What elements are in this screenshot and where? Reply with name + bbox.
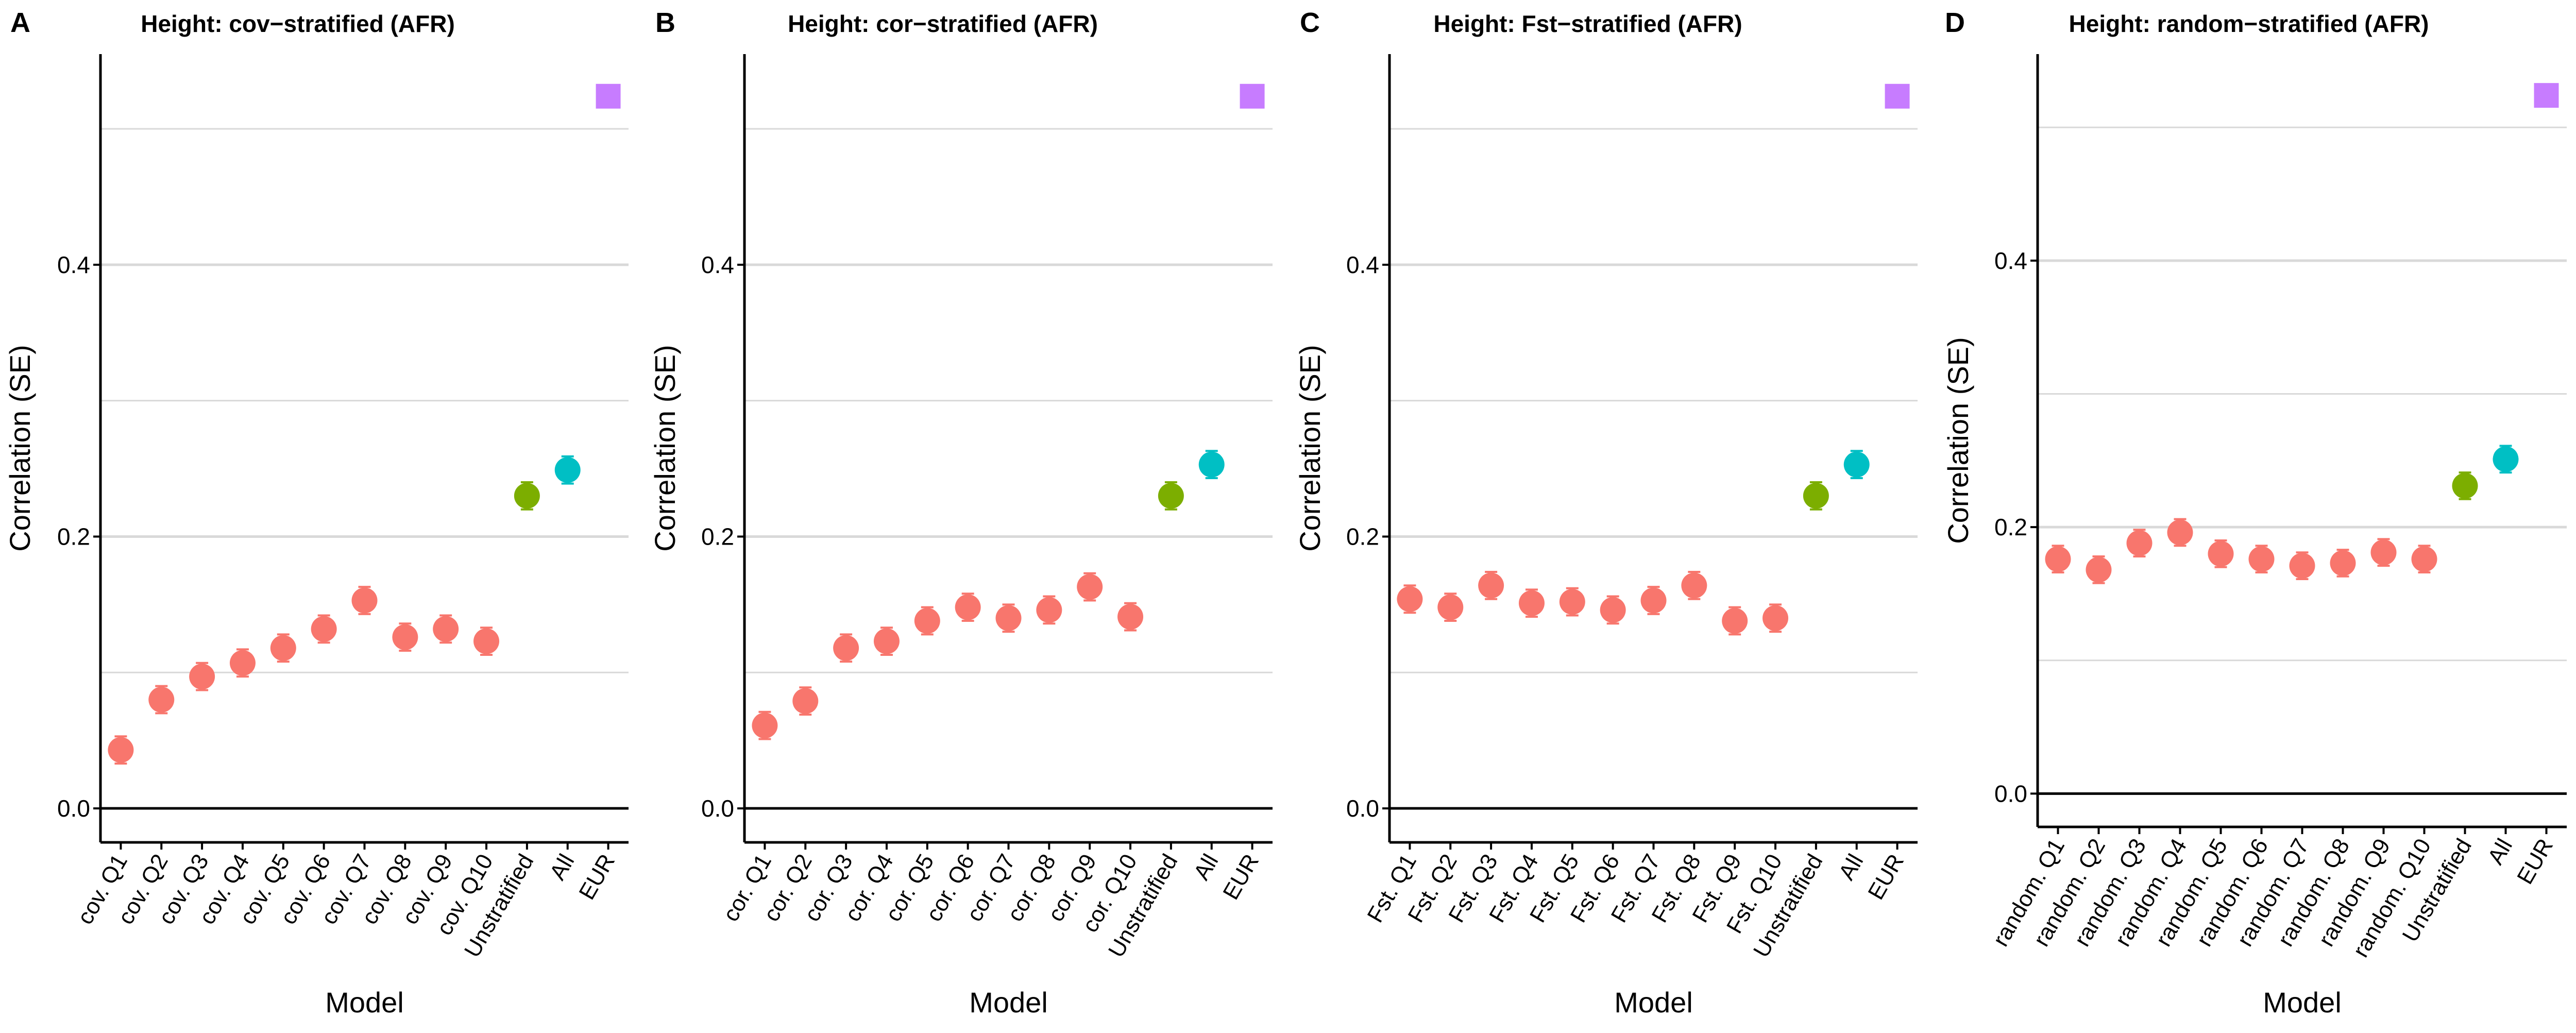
x-axis-label: Model (1614, 986, 1693, 1019)
data-point-quantile (2330, 550, 2356, 576)
data-point-all (554, 457, 581, 483)
data-point-quantile (955, 594, 981, 620)
x-tick-label: EUR (2512, 835, 2558, 889)
data-point-quantile (914, 608, 940, 634)
x-tick-label: EUR (1863, 850, 1909, 904)
x-axis-label: Model (969, 986, 1048, 1019)
data-point-quantile (1117, 604, 1144, 630)
x-tick-label: EUR (574, 850, 620, 904)
y-tick-label: 0.0 (57, 795, 90, 822)
panel-letter: C (1300, 7, 1320, 38)
data-point-unstratified (2452, 472, 2478, 499)
data-point-quantile (873, 628, 900, 654)
panel-title: Height: random−stratified (AFR) (2069, 10, 2429, 37)
y-tick-label: 0.4 (701, 251, 734, 278)
data-point-quantile (1518, 590, 1545, 616)
data-point-quantile (1437, 594, 1464, 620)
data-point-quantile (1077, 574, 1103, 600)
panel-title: Height: Fst−stratified (AFR) (1433, 10, 1742, 37)
data-point-quantile (2045, 546, 2071, 572)
data-point-eur (596, 83, 621, 109)
data-point-unstratified (1803, 483, 1829, 509)
x-axis-label: Model (325, 986, 404, 1019)
panel-letter: B (655, 7, 675, 38)
data-point-all (2493, 446, 2519, 472)
panel-letter: D (1945, 7, 1965, 38)
data-point-quantile (351, 587, 378, 614)
data-point-unstratified (514, 483, 540, 509)
data-point-eur (1885, 83, 1910, 109)
y-tick-label: 0.0 (701, 795, 734, 822)
data-point-quantile (392, 624, 418, 650)
data-point-quantile (995, 605, 1022, 631)
data-point-quantile (1640, 587, 1667, 614)
data-point-quantile (1762, 605, 1789, 631)
y-tick-label: 0.2 (1994, 514, 2027, 540)
x-tick-label: All (1834, 850, 1869, 885)
data-point-eur (1240, 83, 1265, 109)
y-tick-label: 0.2 (57, 523, 90, 550)
x-tick-label: All (1189, 850, 1224, 885)
data-point-quantile (2086, 556, 2112, 583)
y-axis-label: Correlation (SE) (1942, 337, 1974, 544)
y-tick-label: 0.4 (57, 251, 90, 278)
data-point-quantile (2411, 546, 2437, 572)
data-point-quantile (1559, 589, 1585, 615)
data-point-quantile (311, 616, 337, 642)
y-tick-label: 0.0 (1994, 780, 2027, 807)
x-tick-label: All (2483, 835, 2517, 869)
y-tick-label: 0.4 (1994, 247, 2027, 274)
data-point-unstratified (1158, 483, 1184, 509)
data-point-quantile (792, 688, 819, 714)
data-point-quantile (270, 635, 296, 661)
data-point-all (1843, 451, 1870, 478)
data-point-quantile (433, 616, 459, 642)
data-point-quantile (2126, 530, 2153, 556)
data-point-quantile (2289, 553, 2315, 579)
x-tick-label: EUR (1218, 850, 1264, 904)
data-point-quantile (2248, 546, 2275, 572)
data-point-quantile (1478, 572, 1504, 599)
y-axis-label: Correlation (SE) (649, 345, 681, 551)
data-point-quantile (108, 737, 134, 763)
y-axis-label: Correlation (SE) (1294, 345, 1326, 551)
data-point-quantile (1397, 586, 1423, 612)
data-point-quantile (752, 713, 778, 739)
data-point-quantile (1722, 608, 1748, 634)
data-point-quantile (1036, 597, 1062, 623)
data-point-quantile (229, 650, 256, 676)
data-point-quantile (189, 664, 215, 690)
data-point-eur (2534, 83, 2559, 108)
data-point-quantile (2167, 519, 2193, 546)
data-point-quantile (1600, 597, 1626, 623)
data-point-quantile (2370, 539, 2397, 566)
data-point-all (1198, 451, 1225, 478)
panel-letter: A (10, 7, 30, 38)
data-point-quantile (1681, 572, 1707, 599)
y-axis-label: Correlation (SE) (4, 345, 36, 551)
y-tick-label: 0.2 (701, 523, 734, 550)
data-point-quantile (473, 628, 500, 654)
panel-title: Height: cor−stratified (AFR) (788, 10, 1098, 37)
x-tick-label: All (545, 850, 580, 885)
y-tick-label: 0.4 (1346, 251, 1379, 278)
data-point-quantile (148, 687, 175, 713)
y-tick-label: 0.0 (1346, 795, 1379, 822)
data-point-quantile (2208, 540, 2234, 567)
data-point-quantile (833, 635, 859, 661)
panel-title: Height: cov−stratified (AFR) (141, 10, 455, 37)
y-tick-label: 0.2 (1346, 523, 1379, 550)
x-axis-label: Model (2263, 986, 2342, 1019)
